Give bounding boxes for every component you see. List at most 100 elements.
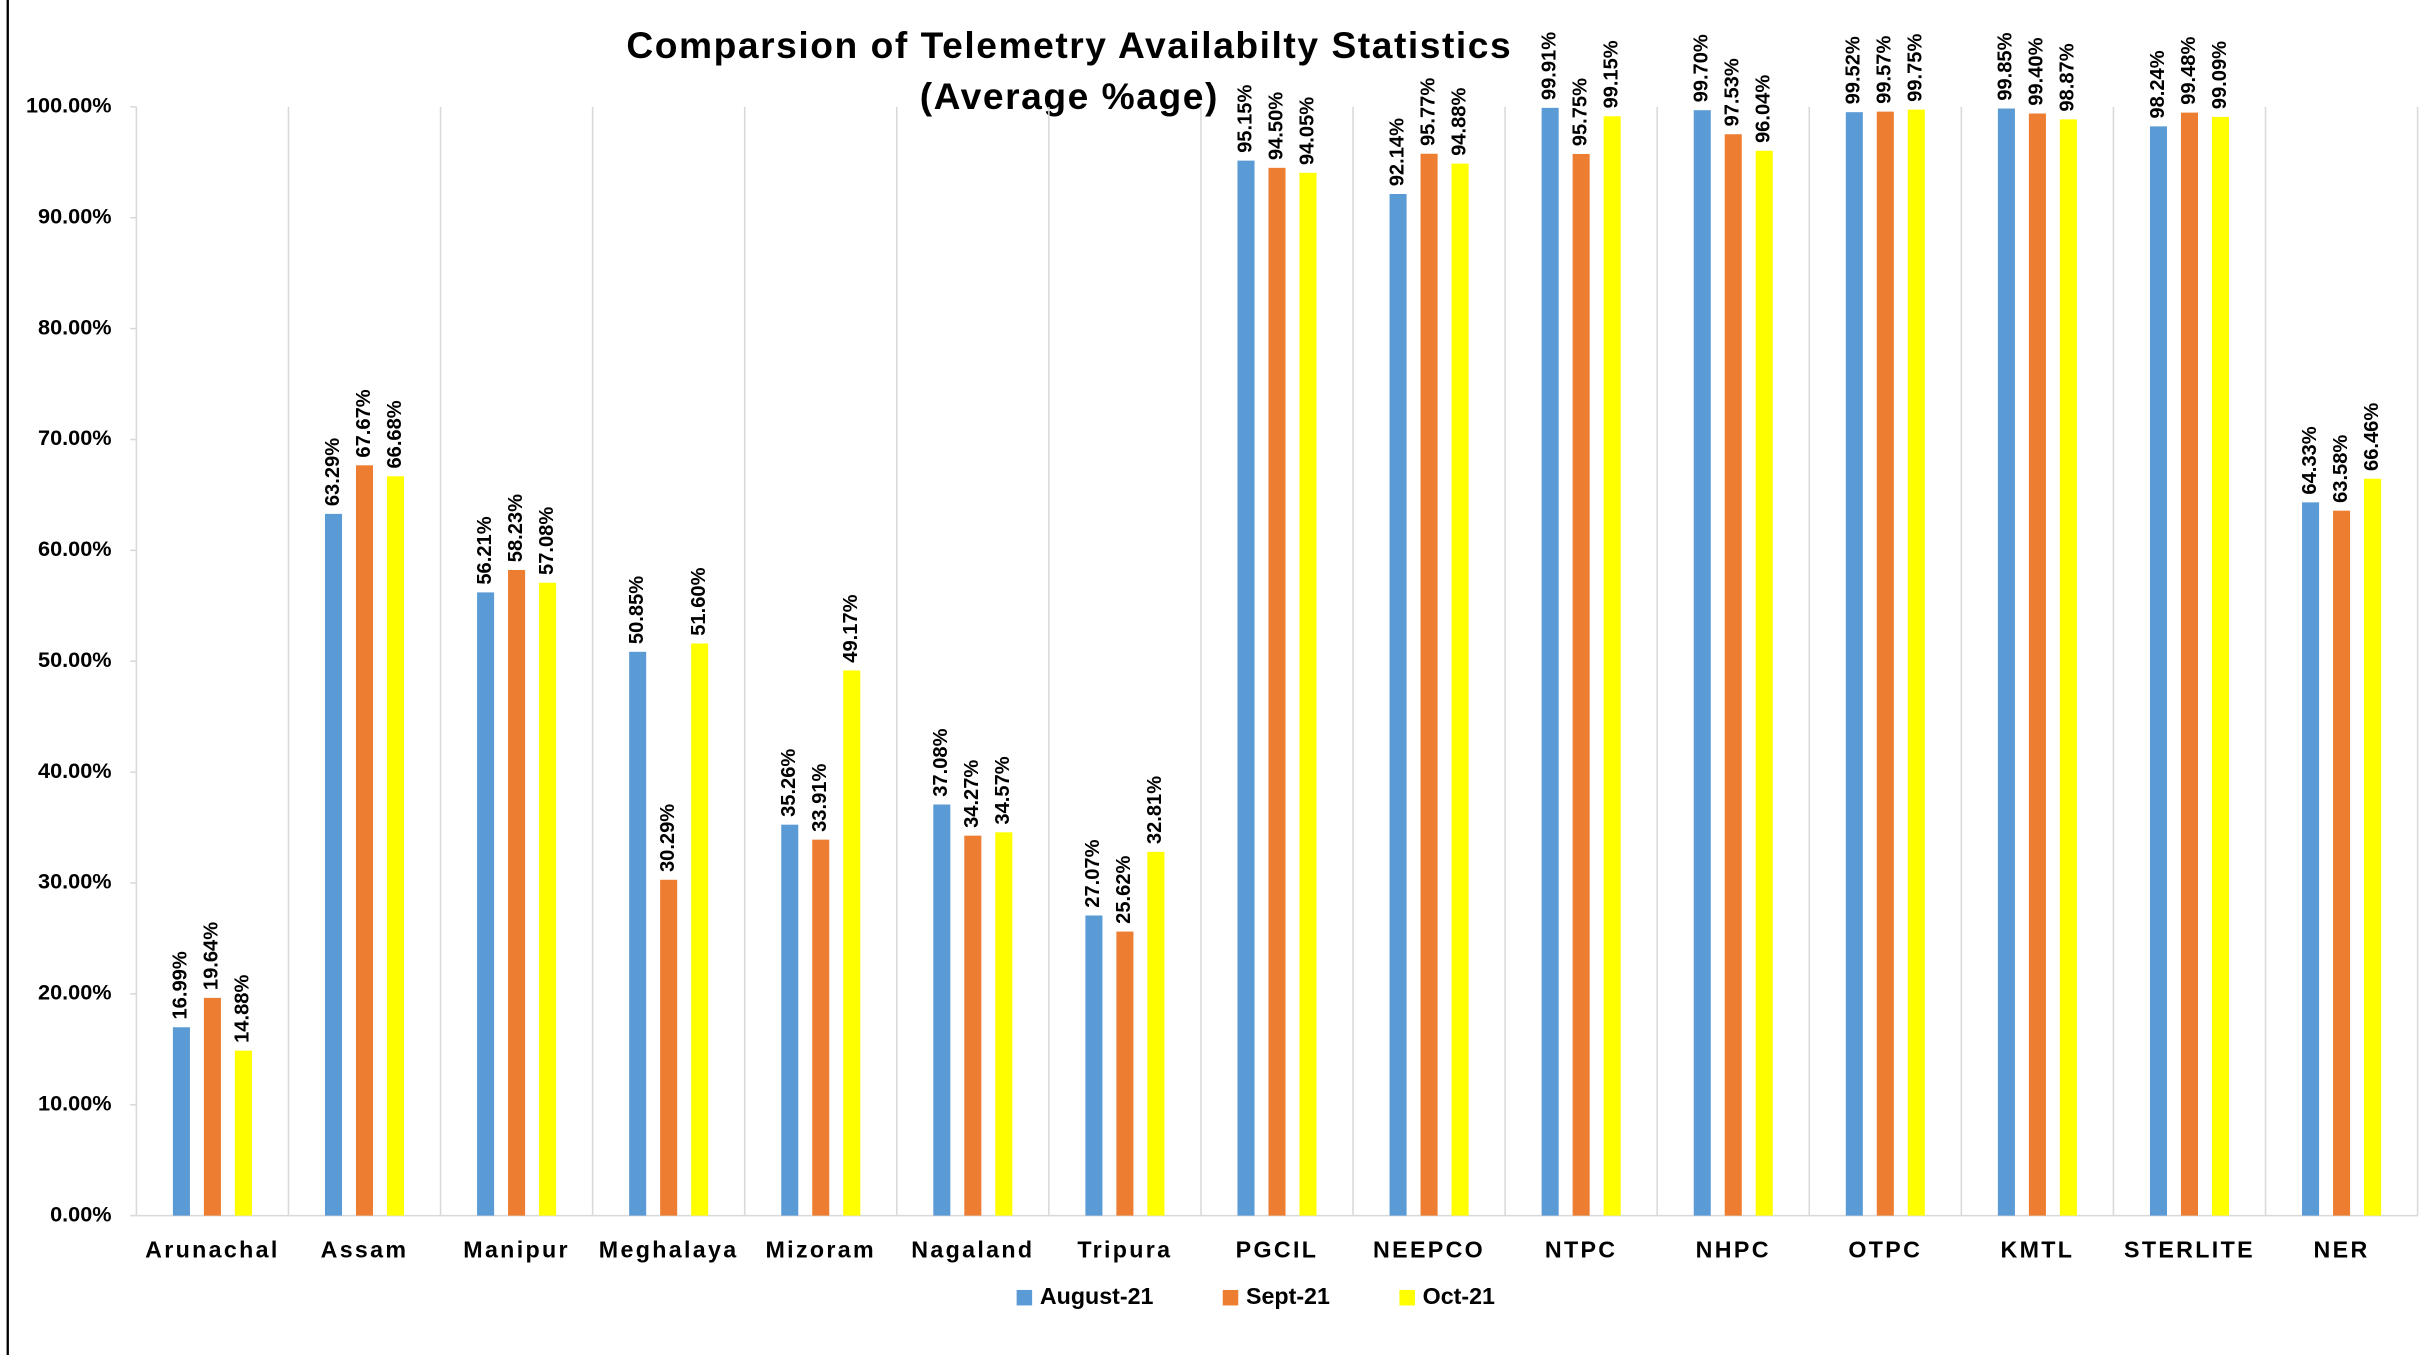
data-label: 99.91% xyxy=(1538,32,1560,100)
data-label: 96.04% xyxy=(1753,75,1775,143)
bar xyxy=(2180,112,2199,1216)
bar xyxy=(508,569,526,1216)
bar xyxy=(2028,113,2046,1216)
bar xyxy=(781,824,799,1216)
bar xyxy=(172,1027,190,1216)
data-label: 94.05% xyxy=(1296,97,1318,165)
bar xyxy=(355,465,374,1216)
data-label: 66.68% xyxy=(384,400,406,468)
bar xyxy=(386,476,405,1216)
x-tick-label: NEEPCO xyxy=(1373,1236,1485,1262)
x-tick-label: NHPC xyxy=(1696,1236,1771,1262)
bar xyxy=(1693,110,1711,1216)
y-tick-label: 30.00% xyxy=(38,869,112,894)
data-label: 97.53% xyxy=(1722,58,1744,126)
bar xyxy=(2149,126,2168,1216)
x-tick-label: Nagaland xyxy=(911,1236,1034,1262)
data-label: 95.15% xyxy=(1234,85,1256,153)
y-tick-label: 90.00% xyxy=(38,203,112,228)
data-label: 57.08% xyxy=(536,507,558,575)
y-tick-label: 0.00% xyxy=(50,1201,111,1226)
bar xyxy=(1997,108,2015,1216)
data-label: 30.29% xyxy=(657,804,679,872)
bar xyxy=(812,839,830,1216)
data-label: 16.99% xyxy=(170,951,192,1019)
data-label: 99.75% xyxy=(1905,34,1927,102)
bar xyxy=(1572,153,1590,1216)
data-label: 35.26% xyxy=(778,749,800,817)
bar xyxy=(2211,116,2229,1216)
bar xyxy=(1420,153,1438,1216)
data-label: 51.60% xyxy=(688,567,710,635)
x-tick-label: STERLITE xyxy=(2124,1236,2255,1262)
y-tick-label: 60.00% xyxy=(38,536,112,561)
data-label: 99.48% xyxy=(2178,37,2200,105)
bar xyxy=(2333,510,2351,1216)
bar xyxy=(1907,109,1925,1216)
data-label: 67.67% xyxy=(353,389,375,457)
x-tick-label: Manipur xyxy=(463,1236,570,1262)
data-label: 25.62% xyxy=(1113,855,1135,923)
data-label: 56.21% xyxy=(474,516,496,584)
x-tick-label: Arunachal xyxy=(145,1236,280,1262)
bar xyxy=(203,997,221,1216)
data-label: 27.07% xyxy=(1082,839,1104,907)
data-label: 49.17% xyxy=(840,594,862,662)
chart-title: (Average %age) xyxy=(920,75,1219,117)
data-label: 95.75% xyxy=(1569,78,1591,146)
legend-swatch xyxy=(1399,1289,1415,1306)
bar xyxy=(2364,478,2382,1216)
bar xyxy=(1724,134,1742,1216)
bar xyxy=(2059,119,2077,1216)
bar xyxy=(1116,931,1134,1216)
x-tick-label: Assam xyxy=(321,1236,409,1262)
legend-label: August-21 xyxy=(1040,1283,1154,1309)
bar xyxy=(660,879,678,1216)
data-label: 32.81% xyxy=(1144,776,1166,844)
data-label: 64.33% xyxy=(2299,426,2321,494)
x-tick-label: Meghalaya xyxy=(599,1236,739,1262)
legend-label: Oct-21 xyxy=(1423,1283,1495,1309)
data-label: 99.57% xyxy=(1874,36,1896,104)
data-label: 99.40% xyxy=(2026,37,2048,105)
data-label: 33.91% xyxy=(809,764,831,832)
y-tick-label: 100.00% xyxy=(26,93,112,118)
y-tick-label: 40.00% xyxy=(38,758,112,783)
x-tick-label: NER xyxy=(2314,1236,2370,1262)
data-label: 98.24% xyxy=(2147,50,2169,118)
bar xyxy=(995,832,1013,1216)
bar xyxy=(234,1050,252,1216)
data-label: 63.58% xyxy=(2330,435,2352,503)
bar xyxy=(1541,107,1559,1216)
y-tick-label: 10.00% xyxy=(38,1090,112,1115)
bar xyxy=(964,835,982,1216)
data-label: 99.52% xyxy=(1843,36,1865,104)
x-tick-label: Tripura xyxy=(1077,1236,1172,1262)
x-tick-label: KMTL xyxy=(2000,1236,2074,1262)
data-label: 58.23% xyxy=(505,494,527,562)
bar xyxy=(539,582,557,1216)
data-label: 63.29% xyxy=(322,438,344,506)
y-tick-label: 70.00% xyxy=(38,425,112,450)
y-tick-label: 80.00% xyxy=(38,314,112,339)
data-label: 92.14% xyxy=(1386,118,1408,186)
y-tick-label: 20.00% xyxy=(38,980,112,1005)
bar xyxy=(1876,111,1894,1216)
data-label: 34.57% xyxy=(992,756,1014,824)
bar xyxy=(1603,116,1621,1216)
bar xyxy=(2302,502,2320,1216)
bar xyxy=(1755,150,1773,1216)
bar xyxy=(629,651,647,1216)
bar xyxy=(933,804,951,1216)
data-label: 99.15% xyxy=(1600,40,1622,108)
data-label: 98.87% xyxy=(2057,43,2079,111)
bar xyxy=(691,643,709,1216)
x-tick-label: OTPC xyxy=(1848,1236,1922,1262)
data-label: 99.85% xyxy=(1995,32,2017,100)
bar xyxy=(1268,167,1286,1216)
bar xyxy=(477,592,495,1216)
bar xyxy=(1845,112,1863,1216)
bar xyxy=(1451,163,1469,1216)
bar xyxy=(324,513,343,1216)
